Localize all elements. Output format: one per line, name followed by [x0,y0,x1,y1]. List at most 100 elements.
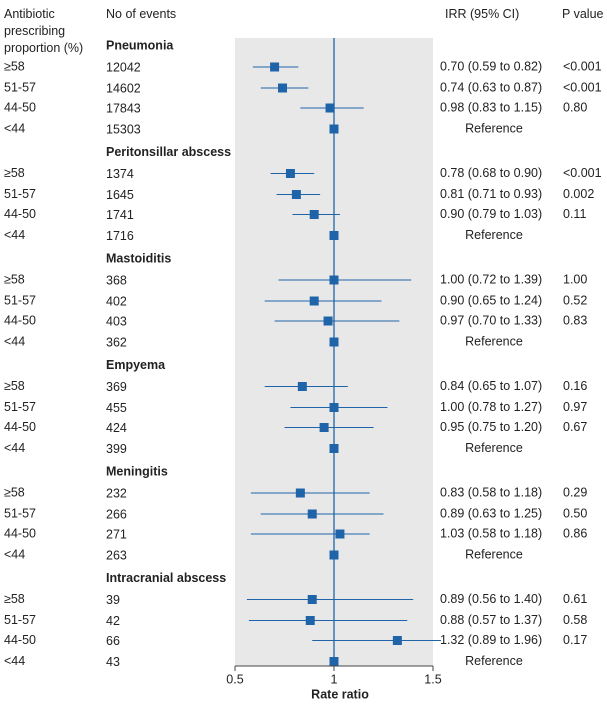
row-p-value: <0.001 [563,59,602,73]
row-events: 1645 [106,188,134,202]
header-events: No of events [106,7,176,21]
irr-point-marker [309,210,319,219]
x-tick-label: 0.5 [226,672,243,686]
row-p-value: 0.58 [563,613,587,627]
row-proportion: ≥58 [4,166,25,180]
row-events: 402 [106,294,127,308]
row-proportion: 44-50 [4,420,36,434]
irr-point-marker [297,382,307,391]
row-ci-text: 0.90 (0.79 to 1.03) [440,207,542,221]
row-events: 1741 [106,208,134,222]
irr-point-marker [329,124,339,134]
row-proportion: 51-57 [4,506,36,520]
row-ci-text: 0.98 (0.83 to 1.15) [440,100,542,114]
row-events: 266 [106,507,127,521]
row-p-value: 0.61 [563,592,587,606]
row-events: 362 [106,335,127,349]
row-events: 455 [106,401,127,415]
row-proportion: 51-57 [4,613,36,627]
row-ci-text: Reference [465,547,523,561]
row-p-value: 0.83 [563,313,587,327]
row-proportion: 51-57 [4,293,36,307]
row-proportion: 44-50 [4,526,36,540]
row-ci-text: 0.74 (0.63 to 0.87) [440,80,542,94]
irr-point-marker [329,231,339,240]
row-ci-text: 0.70 (0.59 to 0.82) [440,59,542,73]
group-title: Peritonsillar abscess [106,145,231,159]
row-p-value: 0.86 [563,526,587,540]
row-ci-text: 1.32 (0.89 to 1.96) [440,633,542,647]
row-events: 403 [106,314,127,328]
row-events: 17843 [106,101,141,115]
row-events: 369 [106,380,127,394]
row-ci-text: 0.81 (0.71 to 0.93) [440,187,542,201]
irr-point-marker [295,488,305,498]
group-title: Intracranial abscess [106,571,226,585]
row-ci-text: Reference [465,654,523,668]
row-events: 424 [106,421,127,435]
row-ci-text: 0.83 (0.58 to 1.18) [440,485,542,499]
group-title: Empyema [106,358,166,372]
row-ci-text: 0.89 (0.56 to 1.40) [440,592,542,606]
row-ci-text: 1.00 (0.72 to 1.39) [440,272,542,286]
row-proportion: 44-50 [4,100,36,114]
header-proportion-line1: Antibiotic [4,7,55,21]
row-p-value: 0.67 [563,420,587,434]
row-ci-text: Reference [465,121,523,135]
row-ci-text: 1.03 (0.58 to 1.18) [440,526,542,540]
row-events: 43 [106,655,120,669]
row-ci-text: Reference [465,334,523,348]
irr-point-marker [392,636,402,645]
row-p-value: 0.50 [563,506,587,520]
row-p-value: 1.00 [563,272,587,286]
irr-point-marker [329,444,339,453]
row-ci-text: 0.84 (0.65 to 1.07) [440,379,542,393]
header-pvalue: P value [562,7,604,21]
row-proportion: 51-57 [4,80,36,94]
row-proportion: ≥58 [4,272,25,286]
irr-point-marker [307,595,317,604]
irr-point-marker [329,275,339,285]
irr-point-marker [329,337,339,347]
irr-point-marker [329,403,339,412]
row-ci-text: 0.95 (0.75 to 1.20) [440,420,542,434]
row-events: 39 [106,593,120,607]
row-p-value: 0.80 [563,100,587,114]
row-p-value: 0.002 [563,187,594,201]
header-proportion-line2: prescribing [4,24,65,38]
row-p-value: <0.001 [563,80,602,94]
irr-point-marker [285,169,295,178]
row-events: 399 [106,442,127,456]
row-proportion: <44 [4,228,25,242]
row-p-value: 0.29 [563,485,587,499]
irr-point-marker [291,190,301,199]
row-p-value: 0.52 [563,293,587,307]
row-proportion: 44-50 [4,633,36,647]
row-ci-text: 0.78 (0.68 to 0.90) [440,166,542,180]
irr-point-marker [278,83,288,93]
row-proportion: <44 [4,654,25,668]
row-proportion: <44 [4,121,25,135]
row-p-value: 0.11 [563,207,586,221]
row-events: 15303 [106,122,141,136]
row-ci-text: 1.00 (0.78 to 1.27) [440,400,542,414]
row-p-value: 0.97 [563,400,587,414]
row-events: 271 [106,527,127,541]
row-events: 263 [106,548,127,562]
irr-point-marker [319,423,329,432]
row-proportion: <44 [4,547,25,561]
row-events: 232 [106,486,127,500]
irr-point-marker [323,316,333,326]
row-ci-text: 0.89 (0.63 to 1.25) [440,506,542,520]
row-ci-text: Reference [465,228,523,242]
group-title: Meningitis [106,464,168,478]
row-events: 42 [106,614,120,628]
x-tick-label: 1 [331,672,338,686]
x-tick-label: 1.5 [424,672,441,686]
irr-point-marker [329,550,339,560]
row-p-value: 0.17 [563,633,587,647]
group-title: Pneumonia [106,38,174,52]
row-proportion: ≥58 [4,592,25,606]
row-proportion: 44-50 [4,313,36,327]
